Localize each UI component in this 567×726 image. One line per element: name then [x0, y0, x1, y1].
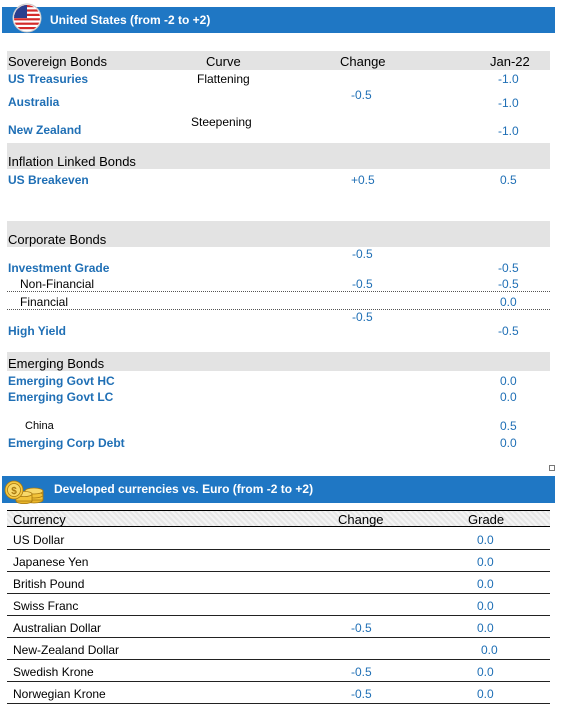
- coins-icon: $: [2, 475, 46, 505]
- inflation-title: Inflation Linked Bonds: [8, 154, 136, 169]
- us-breakeven-value: 0.5: [500, 173, 517, 187]
- table-row: British Pound 0.0: [7, 572, 550, 594]
- emerging-govt-lc-value: 0.0: [500, 390, 517, 404]
- high-yield-change: -0.5: [352, 310, 373, 324]
- emerging-header-band: [7, 352, 550, 371]
- emerging-govt-hc-value: 0.0: [500, 374, 517, 388]
- currency-name: British Pound: [13, 577, 85, 591]
- currencies-banner: $ Developed currencies vs. Euro (from -2…: [2, 475, 555, 505]
- divider: [7, 291, 550, 292]
- emerging-govt-lc-label: Emerging Govt LC: [8, 390, 114, 404]
- col-currency-header: Currency: [13, 512, 66, 527]
- currency-grade: 0.0: [481, 643, 498, 657]
- table-row: Swiss Franc 0.0: [7, 594, 550, 616]
- divider: [7, 309, 550, 310]
- col-change-header: Change: [340, 54, 386, 69]
- us-breakeven-label: US Breakeven: [8, 173, 89, 187]
- currency-name: US Dollar: [13, 533, 65, 547]
- table-row: Norwegian Krone -0.5 0.0: [7, 682, 550, 704]
- us-banner: United States (from -2 to +2): [2, 3, 555, 33]
- currency-grade: 0.0: [477, 599, 494, 613]
- new-zealand-value: -1.0: [498, 124, 519, 138]
- emerging-title: Emerging Bonds: [8, 356, 105, 371]
- sovereign-title: Sovereign Bonds: [8, 54, 108, 69]
- currency-change: -0.5: [351, 687, 372, 701]
- non-financial-label: Non-Financial: [20, 277, 95, 291]
- australia-label: Australia: [8, 95, 60, 109]
- table-row: Australian Dollar -0.5 0.0: [7, 616, 550, 638]
- currency-name: Australian Dollar: [13, 621, 102, 635]
- new-zealand-curve: Steepening: [191, 115, 252, 129]
- us-treasuries-curve: Flattening: [197, 72, 250, 86]
- currency-name: New-Zealand Dollar: [13, 643, 120, 657]
- emerging-corp-debt-label: Emerging Corp Debt: [8, 436, 125, 450]
- currency-table-header: [7, 510, 550, 527]
- col-date-header: Jan-22: [490, 54, 530, 69]
- non-financial-change: -0.5: [352, 277, 373, 291]
- financial-label: Financial: [20, 295, 69, 309]
- us-treasuries-label: US Treasuries: [8, 72, 89, 86]
- currency-grade: 0.0: [477, 687, 494, 701]
- currency-grade: 0.0: [477, 555, 494, 569]
- high-yield-label: High Yield: [8, 324, 67, 338]
- non-financial-value: -0.5: [498, 277, 519, 291]
- currency-name: Swedish Krone: [13, 665, 94, 679]
- sovereign-header-band: [7, 51, 550, 70]
- financial-value: 0.0: [500, 295, 517, 309]
- table-row: New-Zealand Dollar 0.0: [7, 638, 550, 660]
- high-yield-value: -0.5: [498, 324, 519, 338]
- currency-grade: 0.0: [477, 577, 494, 591]
- inflation-header-band: [7, 143, 550, 169]
- investment-grade-label: Investment Grade: [8, 261, 110, 275]
- investment-grade-change: -0.5: [352, 247, 373, 261]
- currencies-banner-title: Developed currencies vs. Euro (from -2 t…: [54, 482, 314, 496]
- emerging-govt-hc-label: Emerging Govt HC: [8, 374, 115, 388]
- currency-name: Swiss Franc: [13, 599, 79, 613]
- australia-value: -1.0: [498, 96, 519, 110]
- svg-text:$: $: [11, 486, 17, 497]
- new-zealand-label: New Zealand: [8, 123, 82, 137]
- sovereign-change-value: -0.5: [351, 88, 372, 102]
- col-change-header: Change: [338, 512, 384, 527]
- us-flag-icon: [12, 3, 42, 33]
- col-curve-header: Curve: [206, 54, 241, 69]
- china-label: China: [25, 420, 54, 432]
- us-banner-title: United States (from -2 to +2): [50, 13, 211, 27]
- china-value: 0.5: [500, 419, 517, 433]
- col-grade-header: Grade: [468, 512, 505, 527]
- us-treasuries-value: -1.0: [498, 72, 519, 86]
- currency-name: Japanese Yen: [13, 555, 89, 569]
- table-row: US Dollar 0.0: [7, 528, 550, 550]
- emerging-corp-debt-value: 0.0: [500, 436, 517, 450]
- currency-grade: 0.0: [477, 621, 494, 635]
- currency-change: -0.5: [351, 665, 372, 679]
- corporate-header-band: [7, 221, 550, 247]
- currency-name: Norwegian Krone: [13, 687, 106, 701]
- currency-change: -0.5: [351, 621, 372, 635]
- currency-grade: 0.0: [477, 533, 494, 547]
- us-breakeven-change: +0.5: [351, 173, 375, 187]
- table-row: Japanese Yen 0.0: [7, 550, 550, 572]
- resize-handle[interactable]: [549, 465, 555, 471]
- corporate-title: Corporate Bonds: [8, 232, 107, 247]
- currency-grade: 0.0: [477, 665, 494, 679]
- investment-grade-value: -0.5: [498, 261, 519, 275]
- table-row: Swedish Krone -0.5 0.0: [7, 660, 550, 682]
